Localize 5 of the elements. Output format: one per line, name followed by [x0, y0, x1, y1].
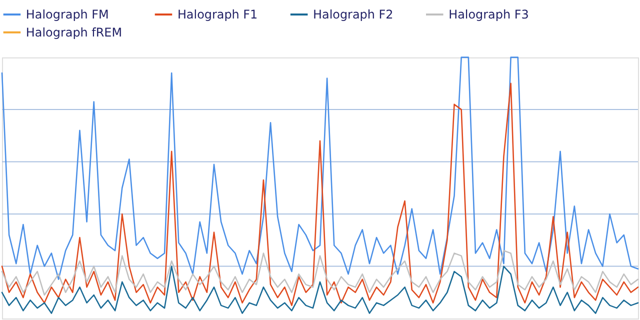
legend-label: Halograph F1: [177, 7, 258, 22]
legend-label: Halograph F3: [448, 7, 529, 22]
legend-label: Halograph F2: [313, 7, 394, 22]
legend-label: Halograph fREM: [26, 25, 122, 40]
legend-label: Halograph FM: [26, 7, 109, 22]
